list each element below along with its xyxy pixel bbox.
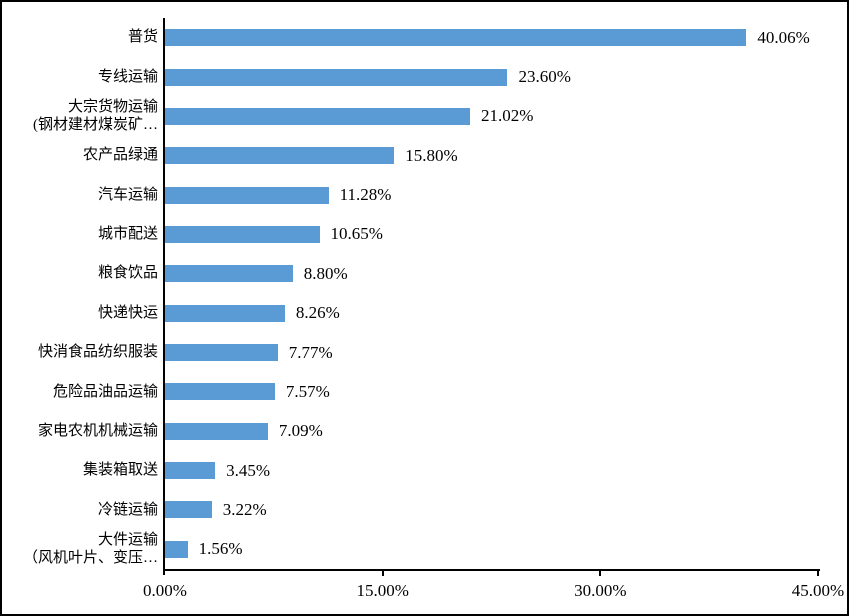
x-axis-tick-label: 45.00% xyxy=(791,581,845,600)
category-label: 汽车运输 xyxy=(97,186,158,203)
bar xyxy=(165,265,293,283)
value-label: 7.09% xyxy=(278,421,323,441)
category-label: 普货 xyxy=(127,29,158,46)
x-axis-tick-label: 15.00% xyxy=(356,581,409,600)
value-label: 21.02% xyxy=(481,106,534,126)
bar xyxy=(165,147,395,165)
category-label: 快消食品纺织服装 xyxy=(37,344,158,361)
x-axis-tick xyxy=(817,571,819,576)
bar-track: 23.60% xyxy=(165,57,818,96)
value-label: 1.56% xyxy=(198,539,243,559)
x-axis-tick-label: 30.00% xyxy=(574,581,627,600)
category-label: 大宗货物运输 (钢材建材煤炭矿… xyxy=(33,98,158,134)
bar xyxy=(165,107,471,125)
bar-track: 7.09% xyxy=(165,412,818,451)
chart-row: 集装箱取送 3.45% xyxy=(4,451,818,490)
bar xyxy=(165,68,508,86)
value-label: 15.80% xyxy=(405,145,458,165)
bar-track: 15.80% xyxy=(165,136,818,175)
bar xyxy=(165,29,747,47)
chart-row: 快递快运 8.26% xyxy=(4,294,818,333)
x-axis-labels: 0.00% 15.00% 30.00% 45.00% xyxy=(2,581,847,603)
value-label: 40.06% xyxy=(757,27,810,47)
chart-row: 危险品油品运输 7.57% xyxy=(4,372,818,411)
x-axis-tick xyxy=(599,571,602,576)
bar-track: 40.06% xyxy=(165,18,818,57)
bar-track: 1.56% xyxy=(165,530,818,569)
chart-row: 大件运输 （风机叶片、变压… 1.56% xyxy=(4,530,818,569)
value-label: 3.22% xyxy=(222,499,267,519)
bar xyxy=(165,540,188,558)
bar-track: 10.65% xyxy=(165,215,818,254)
bar-track: 7.57% xyxy=(165,372,818,411)
chart-row: 家电农机机械运输 7.09% xyxy=(4,412,818,451)
chart-row: 汽车运输 11.28% xyxy=(4,175,818,214)
bar-track: 8.26% xyxy=(165,294,818,333)
value-label: 7.57% xyxy=(285,381,330,401)
x-axis-line xyxy=(163,569,820,571)
chart-row: 城市配送 10.65% xyxy=(4,215,818,254)
bar-track: 7.77% xyxy=(165,333,818,372)
x-axis-tick-label: 0.00% xyxy=(143,581,187,600)
category-label: 专线运输 xyxy=(97,68,158,85)
bar-track: 8.80% xyxy=(165,254,818,293)
bar xyxy=(165,383,275,401)
chart-row: 农产品绿通 15.80% xyxy=(4,136,818,175)
value-label: 8.80% xyxy=(303,263,348,283)
value-label: 8.26% xyxy=(295,303,340,323)
bar-track: 21.02% xyxy=(165,97,818,136)
bar xyxy=(165,422,268,440)
category-label: 危险品油品运输 xyxy=(52,383,158,400)
value-label: 10.65% xyxy=(330,224,383,244)
value-label: 7.77% xyxy=(288,342,333,362)
category-label: 集装箱取送 xyxy=(82,462,158,479)
chart-row: 专线运输 23.60% xyxy=(4,57,818,96)
bar xyxy=(165,186,329,204)
value-label: 11.28% xyxy=(339,185,392,205)
value-label: 23.60% xyxy=(518,67,571,87)
bar xyxy=(165,304,285,322)
bar-track: 3.45% xyxy=(165,451,818,490)
category-label: 家电农机机械运输 xyxy=(37,422,158,439)
bar xyxy=(165,344,278,362)
category-label: 大件运输 （风机叶片、变压… xyxy=(22,531,158,567)
category-label: 快递快运 xyxy=(97,304,158,321)
category-label: 粮食饮品 xyxy=(97,265,158,282)
chart-row: 普货 40.06% xyxy=(4,18,818,57)
chart-row: 粮食饮品 8.80% xyxy=(4,254,818,293)
bar xyxy=(165,501,212,519)
chart-row: 冷链运输 3.22% xyxy=(4,490,818,529)
category-label: 冷链运输 xyxy=(97,501,158,518)
bar-track: 3.22% xyxy=(165,490,818,529)
category-label: 城市配送 xyxy=(97,226,158,243)
bar xyxy=(165,462,216,480)
y-axis-line xyxy=(163,18,165,575)
chart-row: 快消食品纺织服装 7.77% xyxy=(4,333,818,372)
chart-row: 大宗货物运输 (钢材建材煤炭矿… 21.02% xyxy=(4,97,818,136)
x-axis-tick xyxy=(381,571,384,576)
bar xyxy=(165,225,320,243)
value-label: 3.45% xyxy=(226,460,270,480)
chart-rows: 普货 40.06% 专线运输 23.60% 大宗货物运输 (钢材建材煤炭矿… 21.02% 农… xyxy=(4,18,818,569)
category-label: 农产品绿通 xyxy=(82,147,158,164)
bar-track: 11.28% xyxy=(165,175,818,214)
